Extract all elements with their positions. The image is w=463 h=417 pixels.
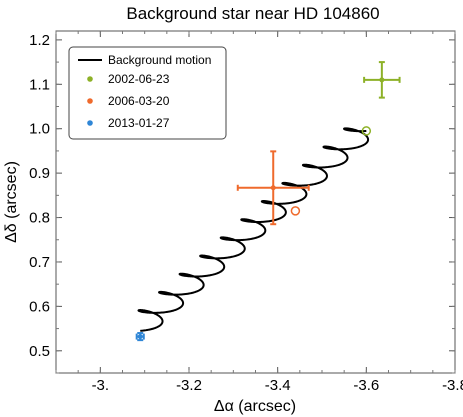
legend-label-background-motion: Background motion	[108, 53, 211, 67]
x-tick-label: -3.8	[442, 377, 463, 394]
legend-label-2002-06-23: 2002-06-23	[108, 72, 170, 86]
y-tick-label: 1.1	[29, 76, 50, 93]
y-tick-label: 0.9	[29, 165, 50, 182]
legend-marker-2006-03-20	[87, 98, 93, 104]
y-tick-label: 0.8	[29, 210, 50, 227]
background-motion-curve	[137, 127, 370, 332]
data-points-layer	[135, 61, 401, 342]
y-axis-label: Δδ (arcsec)	[3, 161, 20, 243]
x-tick-label: -3.2	[176, 377, 202, 394]
point-2006-03-20	[236, 150, 310, 226]
chart-title: Background star near HD 104860	[126, 4, 379, 23]
y-axis-ticks: 0.5 0.6 0.7 0.8 0.9 1.0 1.1 1.2	[29, 32, 455, 374]
background-motion-layer	[137, 127, 370, 332]
y-tick-label: 1.2	[29, 32, 50, 49]
point-2013-01-27	[135, 332, 145, 342]
data-point	[379, 77, 385, 83]
legend-label-2006-03-20: 2006-03-20	[108, 94, 170, 108]
legend-marker-2013-01-27	[87, 120, 93, 126]
x-axis-label: Δα (arcsec)	[214, 398, 296, 415]
x-tick-label: -3.	[92, 377, 110, 394]
y-tick-label: 1.0	[29, 121, 50, 138]
x-axis-ticks: -3. -3.2 -3.4 -3.6 -3.8	[55, 31, 463, 394]
data-point	[270, 185, 276, 191]
legend: Background motion 2002-06-23 2006-03-20 20…	[68, 46, 227, 140]
predicted-position-marker	[361, 126, 372, 136]
legend-box	[68, 46, 227, 140]
point-2002-06-23	[361, 61, 401, 136]
data-point	[137, 334, 143, 340]
legend-label-2013-01-27: 2013-01-27	[108, 116, 170, 130]
predicted-position-marker	[290, 206, 301, 216]
y-tick-label: 0.7	[29, 254, 50, 271]
y-tick-label: 0.6	[29, 298, 50, 315]
y-tick-label: 0.5	[29, 343, 50, 360]
x-tick-label: -3.4	[265, 377, 291, 394]
x-tick-label: -3.6	[353, 377, 379, 394]
legend-marker-2002-06-23	[87, 76, 93, 82]
